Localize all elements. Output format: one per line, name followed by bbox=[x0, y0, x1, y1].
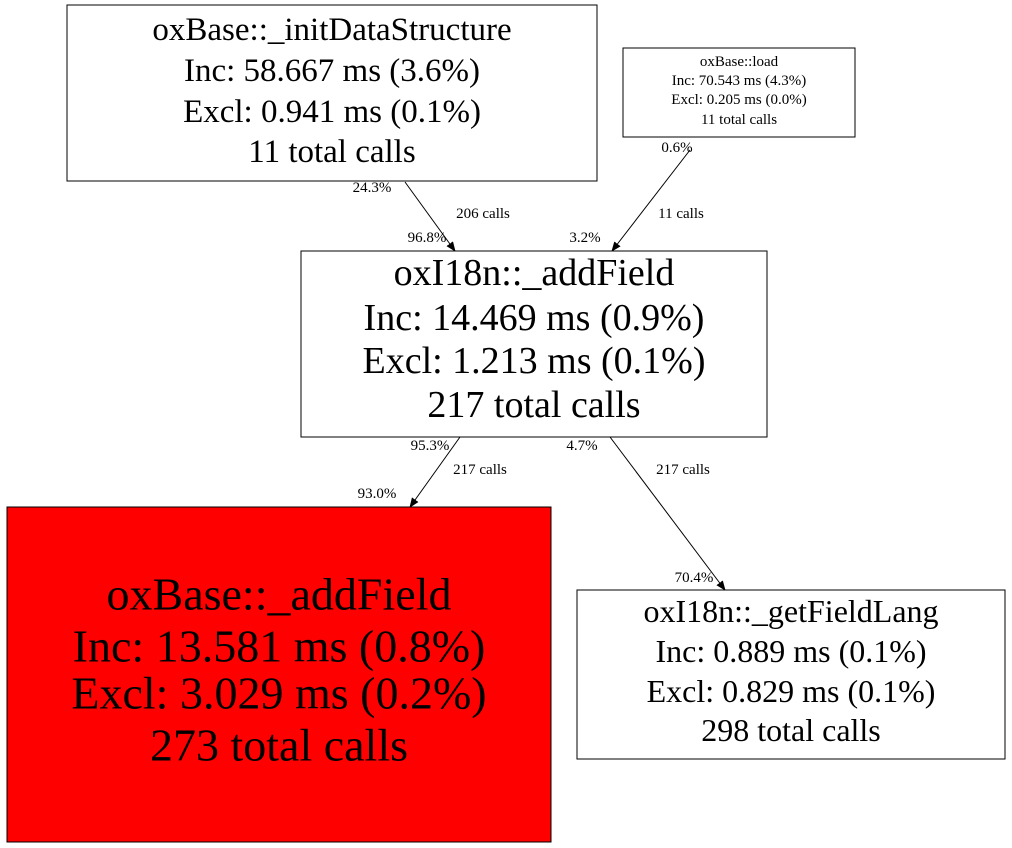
node-name: oxBase::load bbox=[700, 54, 779, 70]
edge bbox=[609, 436, 726, 591]
edge-head-label: 70.4% bbox=[675, 570, 714, 586]
node-name: oxI18n::_getFieldLang bbox=[643, 593, 938, 629]
node-calls: 273 total calls bbox=[150, 720, 408, 771]
node-calls: 11 total calls bbox=[701, 112, 777, 128]
node-name: oxBase::_addField bbox=[107, 569, 452, 620]
node-inc: Inc: 58.667 ms (3.6%) bbox=[184, 53, 480, 89]
edge-tail-label: 4.7% bbox=[566, 438, 597, 454]
node-inc: Inc: 13.581 ms (0.8%) bbox=[73, 621, 486, 672]
node-excl: Excl: 1.213 ms (0.1%) bbox=[362, 340, 705, 382]
edge-head-label: 93.0% bbox=[358, 486, 397, 502]
node-box bbox=[622, 47, 856, 138]
edge-head-label: 96.8% bbox=[408, 230, 447, 246]
node-box bbox=[6, 506, 552, 843]
edge-label: 11 calls bbox=[658, 206, 704, 222]
node-inc: Inc: 0.889 ms (0.1%) bbox=[655, 633, 926, 669]
edge-head-label: 3.2% bbox=[569, 230, 600, 246]
edge-label: 206 calls bbox=[456, 206, 510, 222]
edge-tail-label: 0.6% bbox=[661, 140, 692, 156]
node-text: oxBase::_addField Inc: 13.581 ms (0.8%) … bbox=[71, 569, 486, 771]
node-text: oxBase::load Inc: 70.543 ms (4.3%) Excl:… bbox=[671, 54, 806, 128]
node-inc: Inc: 14.469 ms (0.9%) bbox=[364, 297, 705, 339]
node-name: oxI18n::_addField bbox=[394, 252, 675, 294]
node-calls: 11 total calls bbox=[248, 134, 415, 170]
node-calls: 298 total calls bbox=[701, 712, 881, 748]
node-text: oxBase::_initDataStructure Inc: 58.667 m… bbox=[152, 12, 511, 170]
node-box bbox=[300, 250, 768, 438]
node-text: oxI18n::_getFieldLang Inc: 0.889 ms (0.1… bbox=[643, 593, 938, 748]
node-box bbox=[576, 589, 1006, 760]
node-excl: Excl: 0.205 ms (0.0%) bbox=[671, 92, 806, 108]
node-inc: Inc: 70.543 ms (4.3%) bbox=[672, 73, 807, 89]
node-calls: 217 total calls bbox=[427, 384, 640, 426]
edge bbox=[409, 436, 461, 508]
node-excl: Excl: 3.029 ms (0.2%) bbox=[71, 668, 486, 719]
edge bbox=[611, 149, 691, 252]
node-excl: Excl: 0.829 ms (0.1%) bbox=[647, 673, 936, 709]
edge-tail-label: 95.3% bbox=[411, 438, 450, 454]
node-box bbox=[66, 4, 598, 182]
edge bbox=[404, 181, 456, 252]
node-text: oxI18n::_addField Inc: 14.469 ms (0.9%) … bbox=[362, 252, 705, 426]
edge-tail-label: 24.3% bbox=[353, 180, 392, 196]
edge-label: 217 calls bbox=[453, 462, 507, 478]
edge-label: 217 calls bbox=[656, 462, 710, 478]
node-name: oxBase::_initDataStructure bbox=[152, 12, 511, 48]
node-excl: Excl: 0.941 ms (0.1%) bbox=[183, 94, 481, 130]
